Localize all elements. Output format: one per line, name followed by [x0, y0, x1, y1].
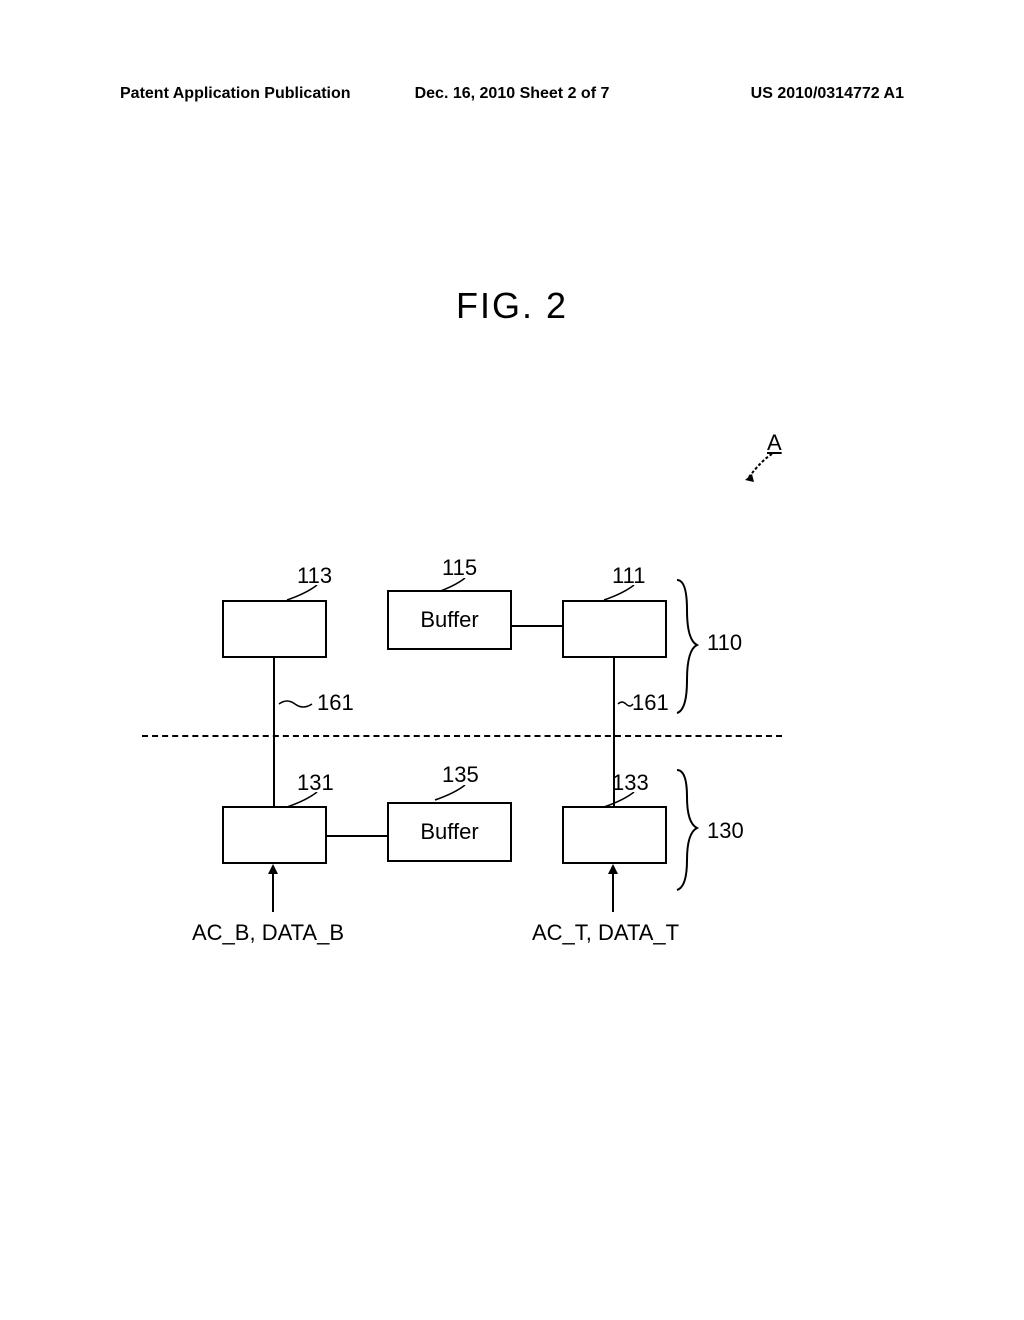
- header-center: Dec. 16, 2010 Sheet 2 of 7: [381, 85, 642, 103]
- arrow-right-signal: [605, 862, 621, 917]
- buffer-top-label: Buffer: [420, 607, 478, 633]
- label-110: 110: [707, 630, 742, 656]
- box-buffer-top: Buffer: [387, 590, 512, 650]
- brace-130: [672, 765, 702, 895]
- line-buffer-111: [512, 625, 562, 627]
- brace-110: [672, 575, 702, 720]
- page-header: Patent Application Publication Dec. 16, …: [0, 85, 1024, 103]
- label-130: 130: [707, 818, 744, 844]
- header-left: Patent Application Publication: [120, 85, 381, 103]
- arrow-a: [737, 452, 777, 487]
- signal-left: AC_B, DATA_B: [192, 920, 344, 946]
- tilde-161-left: [277, 698, 315, 710]
- box-111: [562, 600, 667, 658]
- line-161-left: [273, 658, 275, 806]
- tilde-161-right: [616, 698, 634, 710]
- label-161-left: 161: [317, 690, 354, 716]
- header-right: US 2010/0314772 A1: [643, 85, 904, 103]
- box-buffer-bottom: Buffer: [387, 802, 512, 862]
- label-161-right: 161: [632, 690, 669, 716]
- box-133: [562, 806, 667, 864]
- arrow-left-signal: [265, 862, 281, 917]
- box-131: [222, 806, 327, 864]
- diagram-container: A 113 115 111 Buffer 110 161 161: [162, 430, 862, 1030]
- line-131-buffer: [327, 835, 387, 837]
- buffer-bottom-label: Buffer: [420, 819, 478, 845]
- dashed-divider: [142, 735, 782, 737]
- box-113: [222, 600, 327, 658]
- figure-title: FIG. 2: [456, 285, 568, 327]
- signal-right: AC_T, DATA_T: [532, 920, 679, 946]
